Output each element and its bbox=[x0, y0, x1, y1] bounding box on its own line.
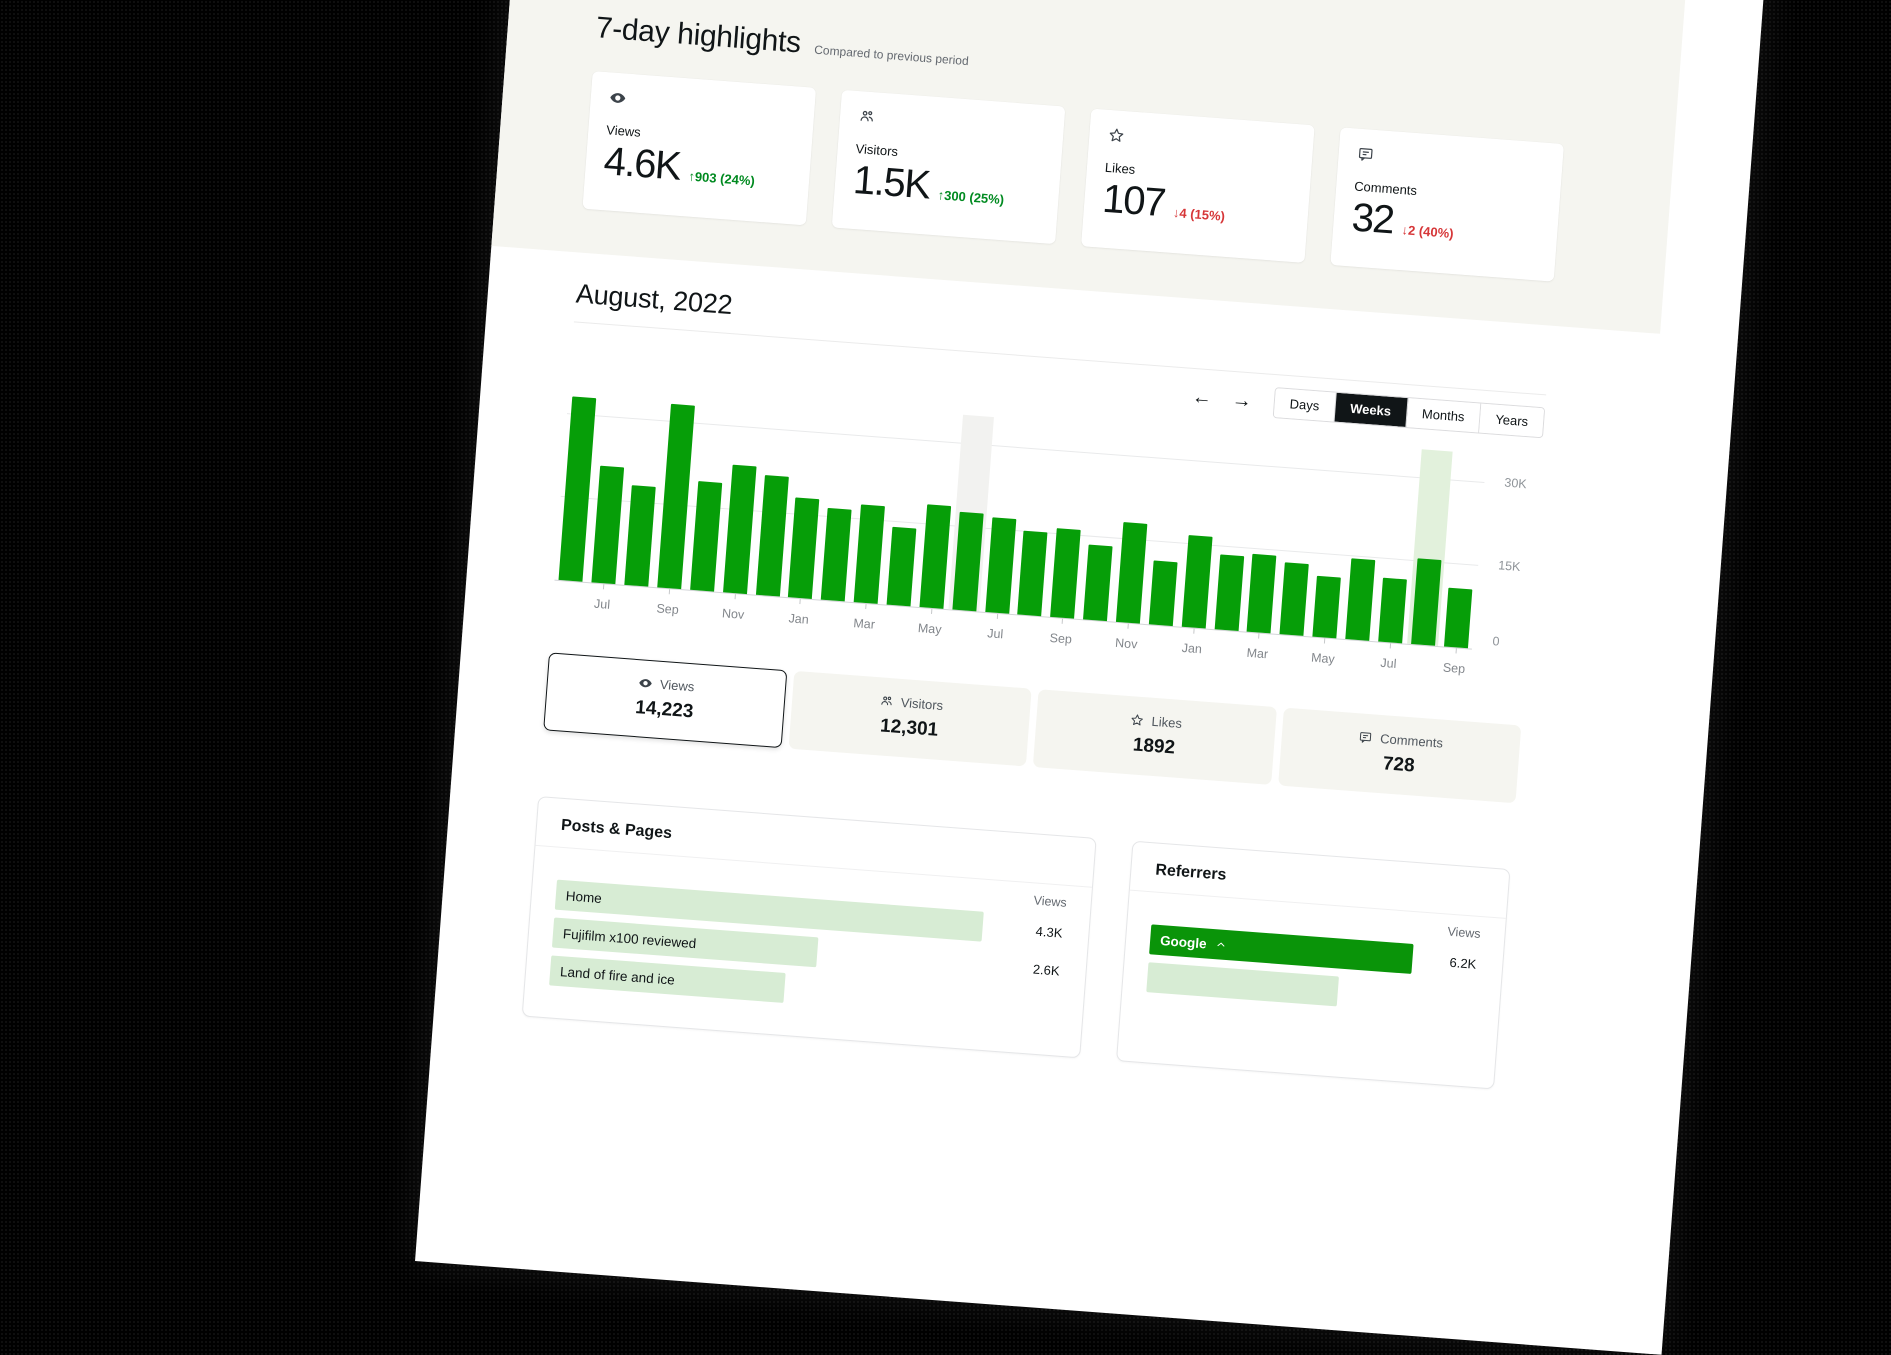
chart-bar[interactable] bbox=[1247, 554, 1277, 634]
referrer-views-value: 6.2K bbox=[1449, 954, 1479, 971]
highlight-card-comments: Comments 32 ↓2 (40%) bbox=[1330, 127, 1564, 281]
tab-weeks[interactable]: Weeks bbox=[1334, 393, 1408, 427]
highlight-card-likes: Likes 107 ↓4 (15%) bbox=[1081, 109, 1315, 263]
tab-days[interactable]: Days bbox=[1274, 388, 1337, 421]
previous-period-button[interactable]: ← bbox=[1189, 384, 1215, 410]
highlight-delta: ↓2 (40%) bbox=[1401, 222, 1454, 241]
star-icon bbox=[1107, 126, 1126, 145]
eye-icon bbox=[608, 88, 627, 107]
highlight-card-views: Views 4.6K ↑903 (24%) bbox=[582, 71, 816, 225]
posts-pages-card: Posts & Pages Views Home 4.3K Fujifilm x… bbox=[522, 796, 1097, 1058]
x-axis-label: Sep bbox=[1442, 660, 1465, 676]
referrers-title: Referrers bbox=[1155, 861, 1484, 904]
chart-bar[interactable] bbox=[1345, 558, 1375, 641]
x-axis-label: May bbox=[917, 621, 942, 637]
views-bar-chart: Jul Sep Nov Jan Mar May Jul Sep Nov Jan Mar May Jul S… bbox=[552, 385, 1542, 689]
highlight-value: 4.6K bbox=[602, 139, 681, 189]
chart-bar[interactable] bbox=[952, 512, 983, 612]
highlight-card-visitors: Visitors 1.5K ↑300 (25%) bbox=[832, 90, 1066, 244]
x-axis-label: Mar bbox=[853, 616, 876, 632]
summary-tab-comments[interactable]: Comments 728 bbox=[1278, 708, 1522, 804]
highlight-delta: ↑903 (24%) bbox=[688, 169, 755, 189]
chart-bar[interactable] bbox=[1214, 554, 1244, 631]
star-icon bbox=[1129, 712, 1145, 728]
y-tick-label: 15K bbox=[1498, 558, 1521, 574]
people-icon bbox=[878, 693, 894, 709]
people-icon bbox=[857, 107, 876, 126]
chevron-up-icon[interactable] bbox=[1214, 938, 1227, 951]
chart-bar[interactable] bbox=[1444, 588, 1472, 649]
x-axis-label: May bbox=[1311, 651, 1336, 667]
highlight-value: 1.5K bbox=[852, 158, 931, 208]
highlight-delta: ↓4 (15%) bbox=[1172, 205, 1225, 224]
period-nav: ← → bbox=[1189, 384, 1255, 413]
comment-icon bbox=[1358, 729, 1374, 745]
chart-bar[interactable] bbox=[723, 465, 757, 594]
chart-bar[interactable] bbox=[756, 475, 789, 596]
chart-bar[interactable] bbox=[1149, 560, 1178, 626]
chart-bar[interactable] bbox=[1411, 558, 1441, 646]
summary-tab-likes[interactable]: Likes 1892 bbox=[1033, 689, 1277, 785]
chart-bar[interactable] bbox=[887, 527, 917, 607]
chart-bar[interactable] bbox=[788, 497, 819, 599]
chart-bar[interactable] bbox=[1050, 528, 1081, 619]
referrers-card: Referrers Views Google 6.2K bbox=[1116, 841, 1511, 1090]
x-axis-label: Nov bbox=[722, 606, 745, 622]
eye-icon bbox=[637, 675, 653, 691]
chart-bar[interactable] bbox=[985, 517, 1016, 614]
chart-bar[interactable] bbox=[592, 466, 625, 584]
post-views-value: 4.3K bbox=[1035, 923, 1065, 940]
period-stats-section: August, 2022 ← → Days Weeks Months Years… bbox=[428, 246, 1738, 1183]
tab-months[interactable]: Months bbox=[1406, 398, 1482, 432]
next-period-button[interactable]: → bbox=[1229, 387, 1255, 413]
summary-tab-label: Views bbox=[659, 677, 694, 695]
highlight-delta: ↑300 (25%) bbox=[937, 187, 1004, 207]
summary-tab-label: Comments bbox=[1380, 731, 1444, 751]
y-tick-label: 0 bbox=[1492, 634, 1500, 648]
post-views-value: 2.6K bbox=[1032, 961, 1062, 978]
chart-bar[interactable] bbox=[919, 504, 951, 609]
x-axis-label: Jul bbox=[594, 597, 611, 612]
summary-tab-visitors[interactable]: Visitors 12,301 bbox=[788, 671, 1032, 767]
x-axis-label: Nov bbox=[1115, 636, 1138, 652]
chart-bar[interactable] bbox=[1018, 531, 1048, 617]
chart-bar[interactable] bbox=[1313, 576, 1342, 639]
highlights-title: 7-day highlights bbox=[595, 11, 802, 60]
x-axis-label: Jul bbox=[1380, 656, 1397, 671]
x-axis-label: Sep bbox=[656, 601, 679, 617]
chart-bar[interactable] bbox=[1280, 562, 1309, 636]
chart-bar[interactable] bbox=[821, 508, 852, 602]
chart-bar[interactable] bbox=[624, 485, 655, 587]
x-axis-label: Mar bbox=[1246, 646, 1269, 662]
highlight-value: 107 bbox=[1101, 177, 1166, 226]
x-axis-label: Jan bbox=[788, 611, 809, 626]
x-axis-label: Jan bbox=[1181, 641, 1202, 656]
chart-bar[interactable] bbox=[1116, 522, 1147, 624]
highlights-subtitle: Compared to previous period bbox=[814, 43, 969, 69]
summary-tab-label: Likes bbox=[1151, 714, 1182, 731]
highlight-value: 32 bbox=[1350, 195, 1395, 242]
y-tick-label: 30K bbox=[1504, 476, 1527, 492]
chart-bar[interactable] bbox=[854, 504, 885, 604]
summary-tab-label: Visitors bbox=[900, 695, 943, 713]
tab-years[interactable]: Years bbox=[1479, 404, 1544, 438]
summary-tab-views[interactable]: Views 14,223 bbox=[543, 652, 787, 748]
granularity-tabs: Days Weeks Months Years bbox=[1273, 387, 1546, 438]
comment-icon bbox=[1356, 145, 1375, 164]
x-axis-label: Jul bbox=[987, 626, 1004, 641]
chart-bar[interactable] bbox=[1181, 535, 1212, 629]
stats-page: 7-day highlights Compared to previous pe… bbox=[415, 0, 1766, 1355]
referrer-views-bar bbox=[1146, 962, 1339, 1006]
chart-bar[interactable] bbox=[1378, 578, 1407, 644]
x-axis-label: Sep bbox=[1049, 631, 1072, 647]
chart-bar[interactable] bbox=[690, 481, 722, 591]
chart-bar[interactable] bbox=[1083, 545, 1113, 622]
